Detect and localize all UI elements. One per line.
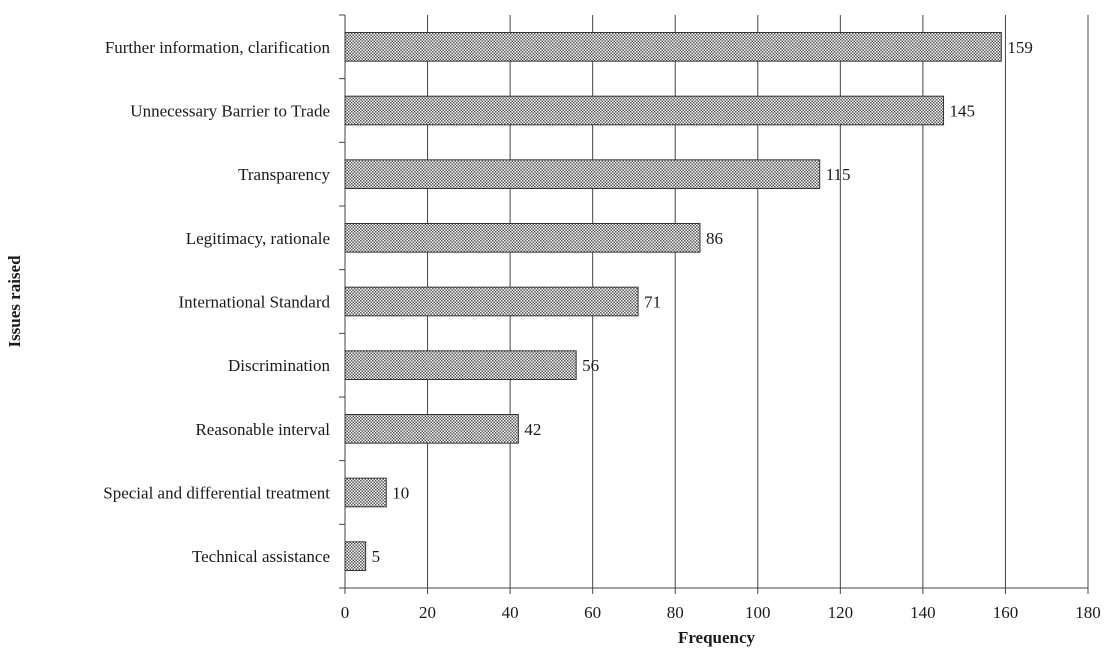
x-tick-label: 140 xyxy=(910,603,936,622)
x-tick-label: 100 xyxy=(745,603,771,622)
bar xyxy=(344,286,639,317)
category-label: International Standard xyxy=(178,293,330,312)
x-tick-label: 120 xyxy=(828,603,854,622)
y-axis-title: Issues raised xyxy=(5,255,24,348)
x-tick-label: 60 xyxy=(584,603,601,622)
category-label: Special and differential treatment xyxy=(103,484,330,503)
category-label: Further information, clarification xyxy=(105,38,331,57)
x-tick-label: 40 xyxy=(502,603,519,622)
data-label: 159 xyxy=(1007,38,1033,57)
bar xyxy=(344,541,367,571)
bar xyxy=(344,32,1002,62)
category-label: Transparency xyxy=(238,165,330,184)
x-axis-title: Frequency xyxy=(678,628,756,647)
category-label: Discrimination xyxy=(228,356,330,375)
x-tick-label: 160 xyxy=(993,603,1019,622)
data-label: 56 xyxy=(582,356,599,375)
bar xyxy=(344,159,821,189)
data-label: 71 xyxy=(644,293,661,312)
x-tick-label: 180 xyxy=(1075,603,1101,622)
category-label: Technical assistance xyxy=(192,547,330,566)
category-label: Unnecessary Barrier to Trade xyxy=(130,102,330,121)
category-label: Legitimacy, rationale xyxy=(186,229,330,248)
data-label: 5 xyxy=(372,547,381,566)
bar xyxy=(344,95,945,126)
bars xyxy=(344,32,1002,571)
bar xyxy=(344,414,519,444)
data-label: 115 xyxy=(826,165,851,184)
x-tick-label: 20 xyxy=(419,603,436,622)
x-tick-label: 0 xyxy=(341,603,350,622)
labels: 0 20 40 60 80 100 120 140 160 180 Further informat… xyxy=(103,38,1100,622)
bar xyxy=(344,477,387,508)
x-tick-label: 80 xyxy=(667,603,684,622)
data-label: 10 xyxy=(392,484,409,503)
data-label: 145 xyxy=(950,102,976,121)
bar xyxy=(344,223,701,253)
data-label: 42 xyxy=(524,420,541,439)
category-label: Reasonable interval xyxy=(195,420,330,439)
data-label: 86 xyxy=(706,229,723,248)
bar xyxy=(344,350,577,380)
